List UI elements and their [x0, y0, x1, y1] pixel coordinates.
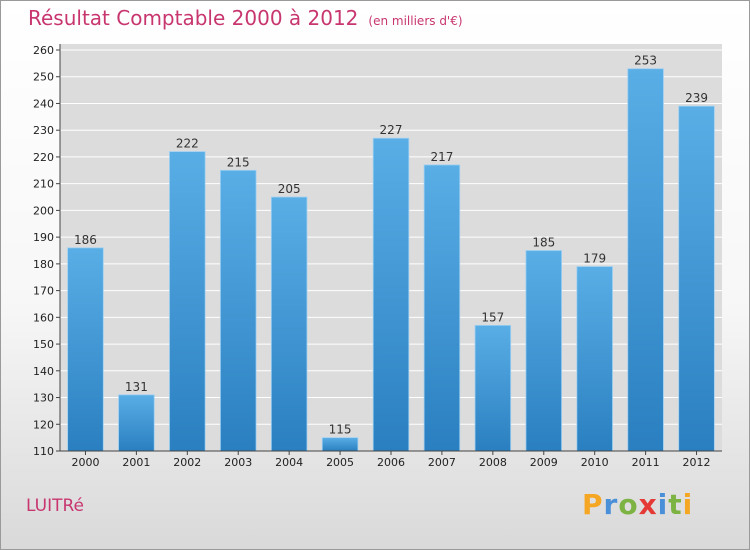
x-tick-label: 2006	[377, 456, 405, 469]
y-tick-label: 160	[33, 311, 54, 324]
y-tick-label: 170	[33, 285, 54, 298]
data-label: 157	[481, 310, 504, 324]
y-tick-label: 110	[33, 445, 54, 458]
x-tick-label: 2009	[530, 456, 558, 469]
data-label: 179	[583, 252, 606, 266]
logo-letter: o	[618, 488, 639, 521]
chart-subtitle: (en milliers d'€)	[368, 14, 463, 28]
data-label: 215	[227, 155, 250, 169]
y-tick-label: 130	[33, 392, 54, 405]
bar-2000	[67, 247, 104, 452]
data-label: 239	[685, 91, 708, 105]
data-label: 115	[329, 423, 352, 437]
y-tick-label: 220	[33, 151, 54, 164]
x-tick-label: 2003	[224, 456, 252, 469]
y-axis: 110 120 130 140 150 160 170 180 190 200 210 220 230 2…	[33, 44, 61, 458]
logo-letter: t	[668, 488, 683, 521]
x-axis: 2000 2001 2002 2003 2004 2005 2006 2007 2008 2009…	[60, 450, 722, 469]
logo-letter: P	[582, 488, 604, 521]
x-tick-label: 2000	[71, 456, 99, 469]
bar-2007	[423, 164, 461, 452]
x-tick-label: 2001	[122, 456, 150, 469]
x-tick-label: 2004	[275, 456, 303, 469]
y-tick-label: 210	[33, 178, 54, 191]
x-tick-label: 2012	[683, 456, 711, 469]
logo-letter: x	[638, 488, 658, 521]
logo-letter: i	[657, 488, 669, 521]
bar-2005	[321, 437, 359, 452]
bar-2006	[372, 137, 410, 452]
bars: 186 131 222 215 205 115 227 217 157 185 179 253 239	[67, 54, 715, 452]
x-tick-label: 2008	[479, 456, 507, 469]
x-tick-label: 2011	[632, 456, 660, 469]
y-tick-label: 190	[33, 231, 54, 244]
data-label: 205	[278, 182, 301, 196]
y-tick-label: 250	[33, 71, 54, 84]
x-tick-label: 2010	[581, 456, 609, 469]
chart-title: Résultat Comptable 2000 à 2012 (en millie…	[28, 6, 463, 30]
data-label: 227	[380, 123, 403, 137]
logo-letter: i	[682, 488, 694, 521]
data-label: 186	[74, 233, 97, 247]
y-tick-label: 260	[33, 44, 54, 57]
y-tick-label: 120	[33, 418, 54, 431]
logo-letter: r	[603, 488, 619, 521]
bar-2011	[627, 68, 664, 452]
data-label: 131	[125, 380, 148, 394]
y-tick-label: 240	[33, 97, 54, 110]
data-label: 217	[430, 150, 453, 164]
y-tick-label: 180	[33, 258, 54, 271]
bar-2004	[270, 196, 308, 452]
data-label: 253	[634, 54, 657, 68]
x-tick-label: 2007	[428, 456, 456, 469]
y-tick-label: 140	[33, 365, 54, 378]
commune-name: LUITRé	[26, 496, 84, 516]
bar-2002	[169, 151, 206, 452]
data-label: 185	[532, 236, 555, 250]
proxiti-logo: Proxiti	[582, 488, 693, 521]
y-tick-label: 230	[33, 124, 54, 137]
bar-2001	[118, 394, 155, 452]
y-tick-label: 150	[33, 338, 54, 351]
bar-2008	[474, 324, 512, 452]
data-label: 222	[176, 137, 199, 151]
x-tick-label: 2005	[326, 456, 354, 469]
bar-2003	[220, 169, 257, 452]
x-tick-label: 2002	[173, 456, 201, 469]
y-tick-label: 200	[33, 204, 54, 217]
bar-2012	[678, 105, 715, 452]
bar-2009	[525, 250, 562, 452]
bar-2010	[576, 266, 613, 452]
